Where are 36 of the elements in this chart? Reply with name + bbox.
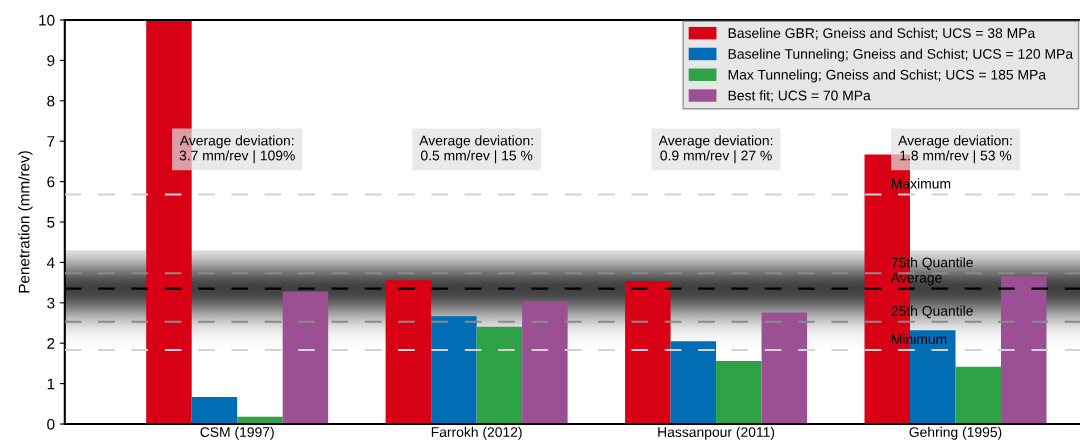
legend-label: Baseline GBR; Gneiss and Schist; UCS = 38 MPa (728, 27, 1036, 40)
bar (431, 316, 477, 425)
x-tick-label: Gehring (1995) (909, 426, 1002, 440)
x-tick-label: Farrokh (2012) (431, 426, 522, 440)
y-tick-label: 1 (47, 378, 55, 390)
x-tick-label: CSM (1997) (200, 426, 274, 440)
annotation: Average deviation: 0.5 mm/rev | 15 % (419, 135, 533, 164)
bar (716, 360, 762, 425)
y-tick-label: 3 (47, 297, 55, 309)
legend-label: Baseline Tunneling; Gneiss and Schist; UCS = 120 MPa (728, 48, 1074, 62)
bar (191, 396, 238, 425)
annotation: Average deviation: 1.8 mm/rev | 53 % (898, 135, 1012, 164)
y-tick-label: 4 (46, 257, 55, 268)
bar (476, 326, 523, 425)
bar (522, 301, 568, 425)
y-tick-label: 9 (47, 55, 55, 67)
x-tick-label: Hassanpour (2011) (658, 426, 775, 440)
y-tick-label: 10 (39, 14, 55, 26)
y-tick-label: 6 (47, 176, 55, 188)
y-tick-label: 7 (47, 136, 55, 147)
bar (670, 341, 717, 425)
bar (625, 280, 671, 425)
annotation: Average deviation: 3.7 mm/rev | 109% (179, 135, 295, 164)
y-tick-label: 8 (47, 95, 55, 107)
bar (282, 291, 329, 425)
bar (955, 366, 1001, 425)
y-tick-label: 5 (47, 217, 55, 228)
bar (1000, 276, 1047, 425)
y-axis-title: Penetration (mm/rev) (18, 151, 33, 293)
bar (385, 280, 432, 425)
y-tick-label: 2 (47, 338, 55, 349)
bar (761, 312, 808, 425)
annotation: Average deviation: 0.9 mm/rev | 27 % (658, 135, 773, 164)
y-tick-label: 0 (47, 418, 55, 430)
legend-label: Max Tunneling; Gneiss and Schist; UCS = 185 MPa (728, 69, 1047, 83)
legend-label: Best fit; UCS = 70 MPa (728, 90, 871, 103)
